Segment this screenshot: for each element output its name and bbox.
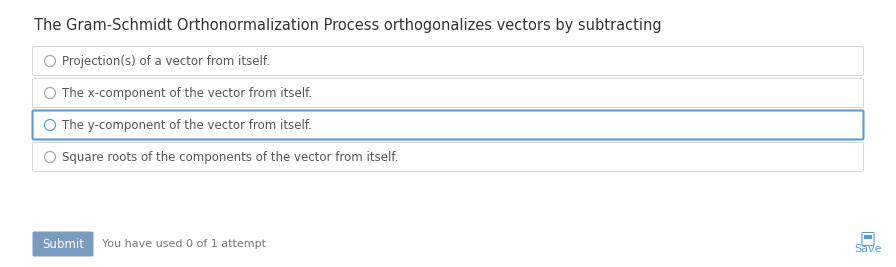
Text: The y-component of the vector from itself.: The y-component of the vector from itsel… [62,119,312,132]
Text: The Gram-Schmidt Orthonormalization Process orthogonalizes vectors by subtractin: The Gram-Schmidt Orthonormalization Proc… [34,18,661,33]
Ellipse shape [45,56,56,66]
Text: Submit: Submit [42,238,84,250]
Text: Projection(s) of a vector from itself.: Projection(s) of a vector from itself. [62,54,270,68]
FancyBboxPatch shape [32,111,864,139]
FancyBboxPatch shape [862,233,874,245]
Ellipse shape [45,88,56,99]
Text: The x-component of the vector from itself.: The x-component of the vector from itsel… [62,87,312,100]
FancyBboxPatch shape [32,231,93,257]
FancyBboxPatch shape [32,78,864,108]
Text: Save: Save [854,244,882,254]
Text: You have used 0 of 1 attempt: You have used 0 of 1 attempt [102,239,266,249]
Bar [864,235,872,239]
FancyBboxPatch shape [32,143,864,171]
FancyBboxPatch shape [32,46,864,76]
Ellipse shape [45,151,56,163]
Ellipse shape [45,120,56,131]
Text: Square roots of the components of the vector from itself.: Square roots of the components of the ve… [62,151,398,163]
